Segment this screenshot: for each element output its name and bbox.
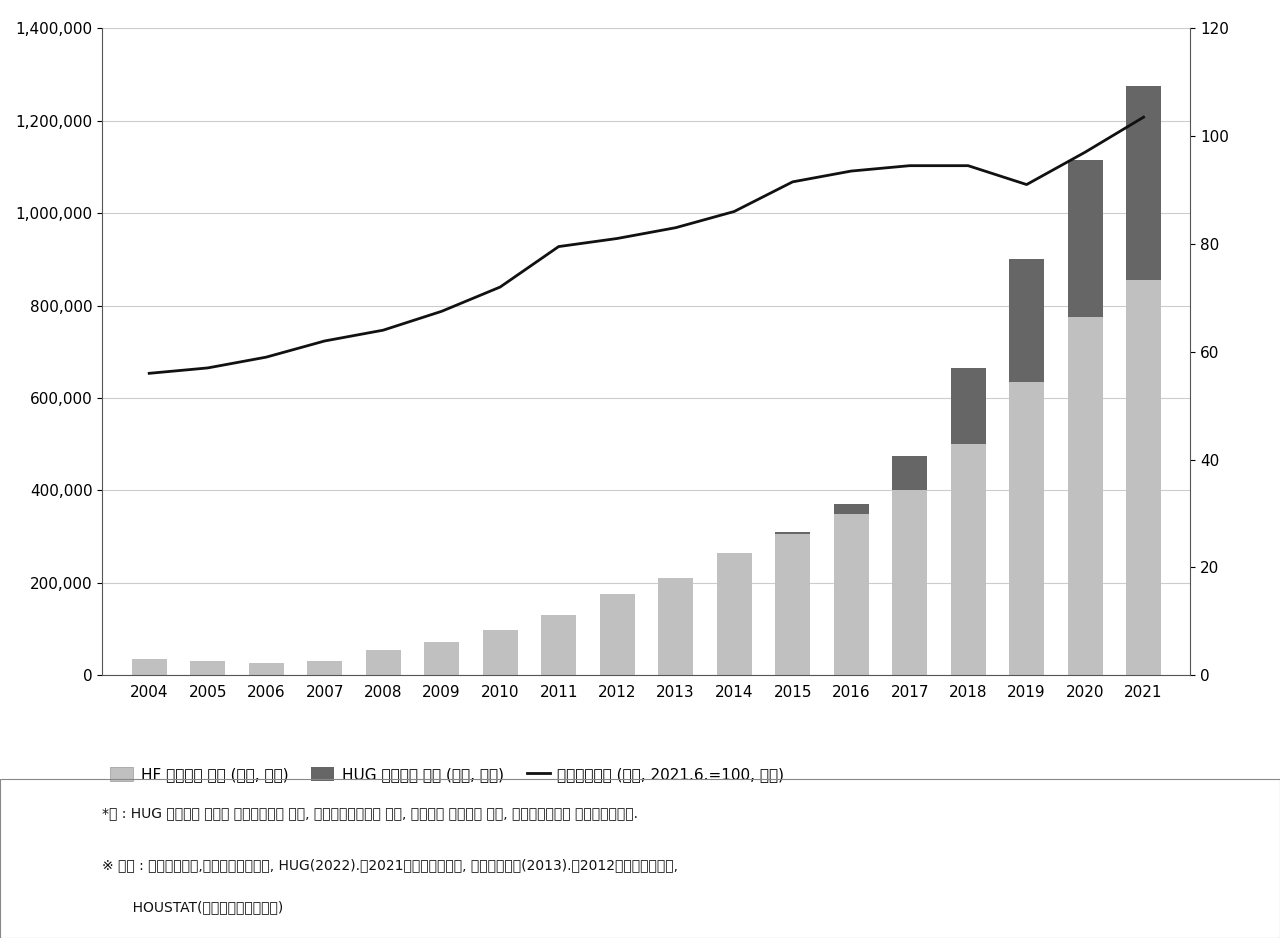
전세가격지수 (종합, 2021.6.=100, 우측) [493,281,508,293]
Bar [1068,159,1102,317]
전세가격지수 (종합, 2021.6.=100, 우측) [960,160,975,172]
Bar [776,532,810,535]
전세가격지수 (종합, 2021.6.=100, 우측) [668,222,684,234]
Bar [424,643,460,675]
Bar [1009,382,1044,675]
Bar [776,535,810,675]
전세가격지수 (종합, 2021.6.=100, 우측) [1078,146,1093,158]
Bar [892,456,927,491]
Bar [366,650,401,675]
Bar [658,578,694,675]
Bar [951,368,986,445]
Bar [541,615,576,675]
전세가격지수 (종합, 2021.6.=100, 우측) [785,176,800,188]
Bar [1009,259,1044,382]
Text: ※ 출처 : 한국부동산원,「주택가격동향」, HUG(2022).『2021업무통계연보』, 대한주택보증(2013).『2012업무통계연보』,: ※ 출처 : 한국부동산원,「주택가격동향」, HUG(2022).『2021업… [102,858,678,872]
Bar [599,595,635,675]
전세가격지수 (종합, 2021.6.=100, 우측) [317,336,333,347]
전세가격지수 (종합, 2021.6.=100, 우측) [434,306,449,317]
Bar [307,660,342,675]
전세가격지수 (종합, 2021.6.=100, 우측) [259,352,274,363]
Bar [833,514,869,675]
Legend: HF 전세보증 잔액 (억원, 좌측), HUG 전세보증 잔액 (억원, 좌측), 전세가격지수 (종합, 2021.6.=100, 우측): HF 전세보증 잔액 (억원, 좌측), HUG 전세보증 잔액 (억원, 좌측… [110,767,785,782]
Bar [1068,317,1102,675]
Text: HOUSTAT(주택금융통계시스템): HOUSTAT(주택금융통계시스템) [102,900,284,915]
전세가격지수 (종합, 2021.6.=100, 우측) [1135,112,1151,123]
전세가격지수 (종합, 2021.6.=100, 우측) [727,206,742,218]
Bar [951,445,986,675]
전세가격지수 (종합, 2021.6.=100, 우측) [902,160,918,172]
Bar [132,659,166,675]
Bar [1126,280,1161,675]
전세가격지수 (종합, 2021.6.=100, 우측) [550,241,566,252]
Bar [892,491,927,675]
Bar [1126,86,1161,280]
전세가격지수 (종합, 2021.6.=100, 우측) [609,233,625,244]
Bar [483,630,517,675]
전세가격지수 (종합, 2021.6.=100, 우측) [142,368,157,379]
Bar [248,663,284,675]
전세가격지수 (종합, 2021.6.=100, 우측) [844,165,859,176]
전세가격지수 (종합, 2021.6.=100, 우측) [200,362,215,373]
Bar [717,552,751,675]
전세가격지수 (종합, 2021.6.=100, 우측) [1019,179,1034,190]
Bar [833,505,869,514]
전세가격지수 (종합, 2021.6.=100, 우측) [375,325,390,336]
Bar [191,661,225,675]
Text: *주 : HUG 전세보증 잔액은 주택임차자금 보증, 기금전세자금대출 보증, 오피스텔 전세자금 보증, 전세대출특약을 합산하였습니다.: *주 : HUG 전세보증 잔액은 주택임차자금 보증, 기금전세자금대출 보증… [102,807,639,821]
Line: 전세가격지수 (종합, 2021.6.=100, 우측): 전세가격지수 (종합, 2021.6.=100, 우측) [150,117,1143,373]
